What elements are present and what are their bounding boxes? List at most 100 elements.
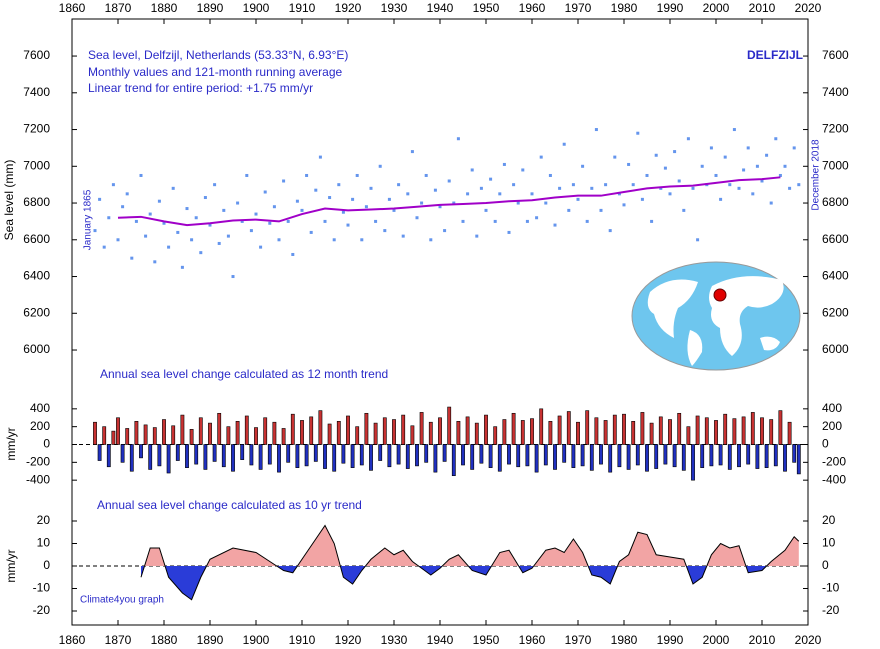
bar (346, 415, 350, 445)
x-tick-label: 1880 (151, 633, 178, 647)
bar (755, 444, 760, 469)
point (429, 238, 433, 242)
point (539, 155, 543, 159)
point (263, 190, 267, 194)
bar (309, 416, 314, 445)
point (746, 146, 750, 150)
bar (576, 421, 580, 445)
point (599, 208, 603, 212)
point (406, 192, 410, 196)
point (167, 245, 171, 249)
bar (332, 444, 337, 472)
point (797, 183, 801, 187)
point (314, 188, 318, 192)
bar (585, 410, 590, 445)
point (714, 173, 718, 177)
bar (663, 444, 668, 465)
x-tick-label: 1920 (335, 633, 362, 647)
bar (543, 444, 548, 466)
point (548, 173, 552, 177)
bar (718, 444, 723, 466)
y-tick-label: -10 (33, 581, 51, 595)
point (507, 230, 511, 234)
bar (171, 425, 176, 445)
bar (240, 444, 245, 460)
point (783, 164, 787, 168)
point (438, 205, 442, 209)
bar (290, 413, 295, 445)
bar (645, 444, 649, 472)
point (728, 183, 732, 187)
y-tick-label: 200 (822, 419, 842, 433)
y-tick-label: 400 (822, 401, 842, 415)
x-tick-label: 1940 (427, 1, 454, 15)
point (254, 212, 258, 216)
point (259, 245, 263, 249)
bar (162, 419, 166, 445)
point (751, 192, 755, 196)
point (525, 219, 529, 223)
point (300, 208, 304, 212)
point (415, 216, 419, 220)
point (562, 142, 566, 146)
y-tick-label: -400 (26, 472, 50, 486)
bar (438, 417, 442, 445)
bar (134, 421, 139, 445)
bar (221, 444, 226, 468)
point (176, 230, 180, 234)
point (226, 234, 230, 238)
bar (553, 444, 557, 470)
point (93, 229, 97, 233)
bar (415, 444, 419, 467)
y-tick-label: 6800 (23, 195, 50, 209)
bar (617, 444, 622, 468)
bar (608, 444, 613, 473)
point (190, 238, 194, 242)
bar (456, 421, 461, 445)
point (553, 223, 557, 227)
bar (764, 444, 769, 468)
bar (792, 444, 797, 463)
y-tick-label: 6200 (23, 305, 50, 319)
bar (599, 444, 603, 465)
point (222, 208, 226, 212)
point (622, 203, 626, 207)
point (360, 238, 364, 242)
bar (631, 421, 636, 445)
point (682, 208, 686, 212)
y-tick-label: -200 (822, 455, 846, 469)
x-tick-label: 1960 (519, 633, 546, 647)
bar (465, 416, 470, 445)
bar (571, 444, 576, 468)
point (387, 197, 391, 201)
y-tick-label: 7200 (23, 122, 50, 136)
bar (139, 444, 143, 459)
bar (672, 444, 677, 468)
point (130, 256, 134, 260)
point (498, 192, 502, 196)
bar (143, 424, 148, 445)
point (420, 201, 424, 205)
start-label: January 1865 (83, 189, 94, 250)
point (111, 183, 115, 187)
x-tick-label: 2020 (795, 633, 822, 647)
x-tick-label: 1870 (105, 1, 132, 15)
bar (217, 412, 222, 445)
point (98, 197, 102, 201)
point (778, 173, 782, 177)
bar (474, 422, 479, 445)
x-tick-label: 2020 (795, 1, 822, 15)
point (291, 252, 295, 256)
point (617, 192, 621, 196)
point (203, 196, 207, 200)
point (456, 137, 460, 141)
y-tick-label: 7000 (23, 158, 50, 172)
point (627, 162, 631, 166)
bar (267, 444, 272, 465)
bar (424, 444, 429, 463)
y-tick-label: 6800 (822, 195, 849, 209)
bar (180, 414, 185, 445)
bar (695, 415, 700, 445)
bar (281, 428, 286, 445)
